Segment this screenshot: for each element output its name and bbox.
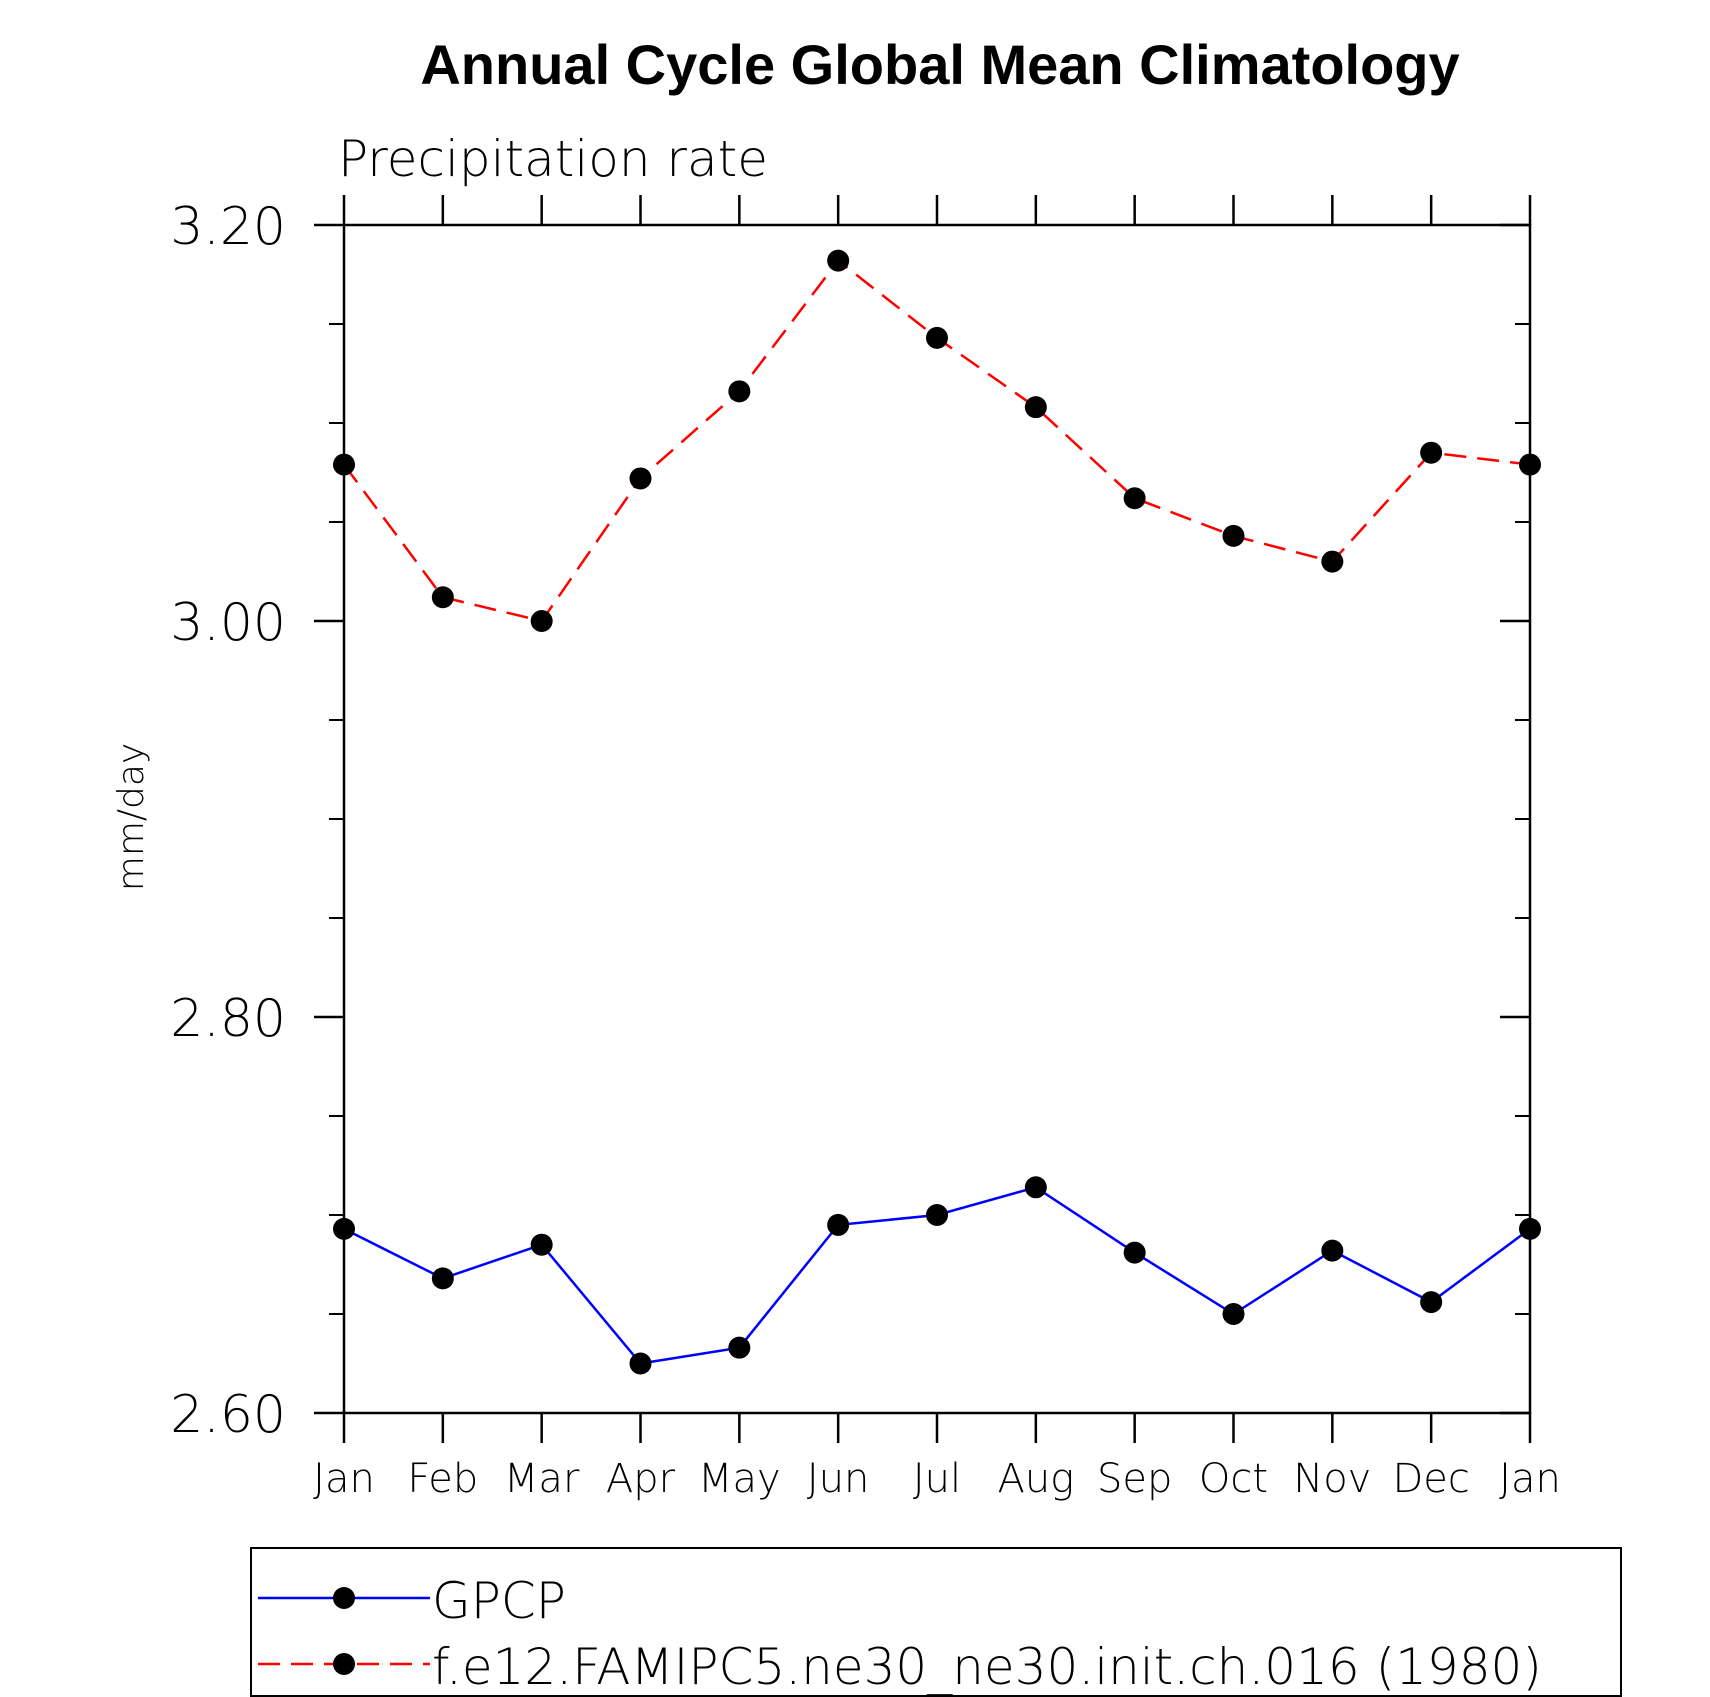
x-tick-label: Aug [997,1456,1074,1502]
data-point [926,326,948,349]
series-line [342,258,1531,623]
x-tick-label: Jul [913,1456,961,1502]
data-point [431,586,454,609]
data-point [1024,1176,1047,1199]
x-tick-label: Jan [1499,1456,1561,1502]
data-point [1222,524,1245,547]
data-point [1024,396,1047,419]
legend-label: f.e12.FAMIPC5.ne30_ne30.init.ch.016 (198… [432,1638,1542,1696]
data-point [728,380,751,403]
data-point [530,1233,553,1256]
legend-marker [333,1587,355,1609]
x-tick-label: Feb [407,1456,478,1502]
data-point [629,1352,652,1375]
y-axis-label: mm/day [111,743,152,891]
data-point [1123,1241,1146,1264]
legend: GPCP f.e12.FAMIPC5.ne30_ne30.init.ch.016 … [250,1547,1622,1697]
y-tick-label: 2.80 [170,989,286,1049]
plot-frame [342,223,1532,1415]
data-point [530,610,553,632]
data-point [1420,441,1443,464]
data-point [1519,1217,1541,1240]
x-tick-label: Dec [1392,1456,1469,1502]
axes: Jan Feb Mar Apr May Jun Jul Aug Sep Oct Nov Dec Jan 2… [170,195,1561,1502]
data-point [1321,1239,1344,1262]
x-tick-label: Oct [1199,1456,1268,1502]
data-point [1420,1291,1443,1314]
data-point [827,1213,850,1236]
legend-box [250,1547,1622,1697]
data-point [1321,550,1344,573]
y-tick-label: 3.20 [170,197,286,257]
data-point [827,249,850,272]
y-tick-label: 3.00 [170,593,286,653]
x-tick-label: Sep [1097,1456,1172,1502]
chart-subtitle: Precipitation rate [338,130,768,188]
plot-area [333,249,1541,1375]
data-point [1519,453,1541,476]
data-point [431,1267,454,1290]
x-tick-label: Jan [313,1456,375,1502]
data-point [926,1204,948,1226]
data-point [1222,1303,1245,1325]
data-point [333,453,355,476]
data-point [1123,487,1146,510]
x-tick-label: Jun [807,1456,870,1502]
y-tick-label: 2.60 [170,1385,286,1445]
data-point [333,1217,355,1240]
x-tick-label: Nov [1293,1456,1371,1502]
x-tick-label: Apr [606,1456,676,1502]
x-tick-label: Mar [504,1456,580,1502]
x-tick-label: May [698,1456,781,1502]
legend-marker [333,1653,355,1675]
data-point [629,467,652,490]
chart-title: Annual Cycle Global Mean Climatology [420,33,1459,96]
legend-label: GPCP [432,1572,566,1630]
data-point [728,1336,751,1359]
